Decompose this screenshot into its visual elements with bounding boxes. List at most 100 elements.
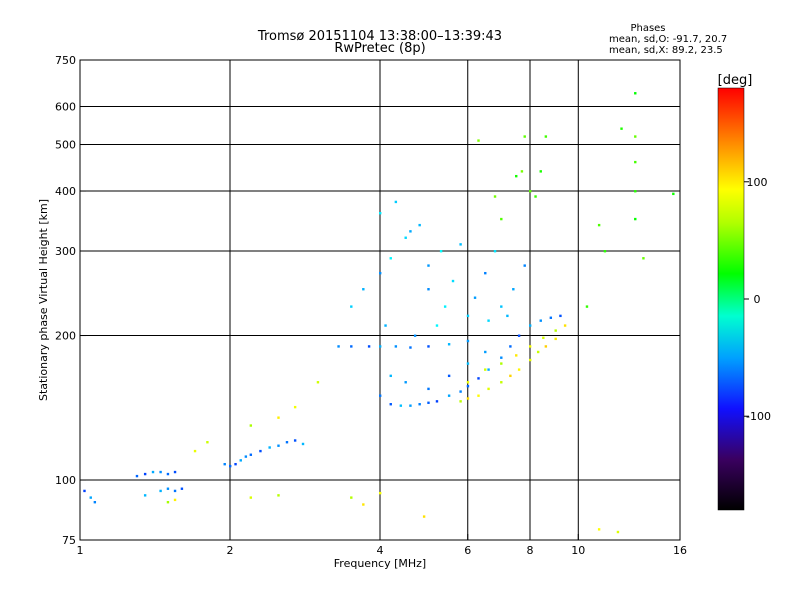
- data-point: [544, 135, 548, 138]
- data-point: [394, 200, 398, 204]
- data-point: [166, 472, 170, 476]
- data-point: [500, 381, 503, 384]
- data-point: [500, 362, 503, 365]
- data-point: [517, 368, 521, 371]
- y-tick-label: 500: [55, 139, 76, 152]
- data-point: [509, 374, 512, 378]
- data-point: [529, 345, 532, 348]
- data-point: [500, 305, 503, 308]
- data-point: [316, 381, 320, 384]
- data-point: [506, 314, 509, 318]
- data-point: [367, 345, 371, 348]
- data-point: [89, 496, 92, 499]
- data-point: [459, 400, 462, 403]
- data-point: [427, 264, 430, 267]
- data-point: [143, 494, 147, 497]
- data-point: [229, 464, 232, 468]
- x-tick-label: 8: [527, 544, 534, 557]
- data-point: [523, 264, 526, 267]
- data-point: [389, 257, 392, 260]
- data-point: [520, 170, 524, 173]
- data-point: [447, 343, 451, 346]
- data-point: [493, 250, 497, 253]
- colorbar-tick-label: 100: [747, 176, 768, 189]
- data-point: [379, 212, 382, 215]
- data-point: [337, 345, 340, 348]
- data-point: [418, 403, 421, 406]
- data-point: [239, 459, 242, 462]
- data-point: [603, 250, 607, 253]
- data-point: [413, 334, 417, 337]
- data-point: [166, 487, 170, 490]
- data-point: [422, 515, 426, 518]
- data-point: [554, 337, 557, 341]
- data-point: [435, 400, 439, 403]
- data-point: [439, 250, 443, 253]
- phase-stats-x: mean, sd,X: 89.2, 23.5: [609, 45, 723, 56]
- data-point: [487, 368, 490, 371]
- data-point: [539, 170, 542, 173]
- data-point: [443, 305, 447, 308]
- data-point: [268, 446, 271, 449]
- colorbar: [717, 87, 745, 511]
- data-point: [544, 345, 548, 348]
- data-point: [459, 243, 462, 246]
- colorbar-ticks: 100 0 -100: [744, 176, 771, 423]
- data-point: [487, 319, 490, 322]
- data-point: [515, 354, 518, 357]
- colorbar-tick-label: -100: [746, 410, 771, 423]
- data-point: [394, 345, 398, 348]
- data-point: [409, 404, 412, 407]
- data-point: [223, 462, 226, 466]
- data-point: [277, 444, 280, 447]
- data-point: [404, 236, 407, 239]
- data-point: [493, 195, 497, 198]
- y-tick-label: 200: [55, 330, 76, 343]
- phase-stats-o: mean, sd,O: -91.7, 20.7: [609, 34, 727, 45]
- data-point: [563, 324, 567, 327]
- data-point: [616, 530, 620, 534]
- data-point: [159, 489, 162, 493]
- data-point: [597, 223, 601, 227]
- data-point: [447, 394, 451, 397]
- data-point: [484, 350, 487, 354]
- data-point: [427, 387, 430, 391]
- data-point: [143, 472, 147, 476]
- data-point: [166, 500, 170, 504]
- data-point: [389, 374, 392, 378]
- data-point: [672, 192, 675, 196]
- data-point: [293, 405, 297, 409]
- data-point: [418, 223, 421, 227]
- data-point: [515, 174, 518, 178]
- data-point: [529, 324, 532, 327]
- data-point: [379, 271, 382, 275]
- data-point: [634, 217, 637, 221]
- data-point: [549, 316, 553, 319]
- data-point: [620, 127, 623, 130]
- data-point: [500, 217, 503, 221]
- data-point: [259, 449, 262, 453]
- data-point: [634, 92, 637, 95]
- x-tick-label: 2: [227, 544, 234, 557]
- grid-lines: [80, 60, 680, 540]
- data-point: [523, 135, 526, 138]
- data-point: [249, 453, 253, 456]
- chart-subtitle: RwPretec (8p): [334, 41, 425, 56]
- data-point: [350, 305, 353, 308]
- data-point: [477, 394, 480, 397]
- data-point: [477, 139, 480, 142]
- data-point: [500, 356, 503, 359]
- chart-title: Tromsø 20151104 13:38:00–13:39:43: [257, 29, 502, 44]
- data-point: [473, 296, 477, 299]
- data-point: [384, 324, 387, 327]
- data-point: [634, 190, 637, 193]
- data-point: [509, 345, 512, 348]
- data-point: [379, 491, 382, 495]
- data-point: [484, 368, 487, 371]
- y-tick-label: 400: [55, 185, 76, 198]
- data-point: [466, 314, 470, 318]
- data-point: [451, 279, 455, 283]
- y-tick-label: 75: [62, 534, 76, 547]
- data-point: [173, 470, 177, 474]
- data-point: [585, 305, 589, 308]
